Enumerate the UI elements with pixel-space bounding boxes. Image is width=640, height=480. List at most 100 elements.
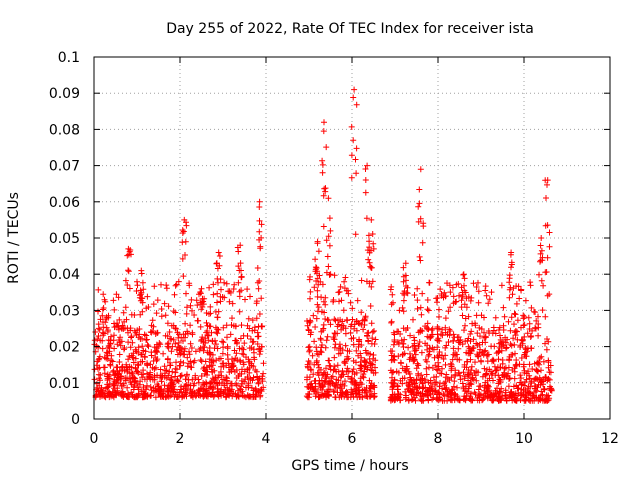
data-point: [322, 301, 329, 308]
data-point: [354, 297, 361, 304]
data-point: [372, 364, 378, 371]
data-point: [168, 348, 175, 355]
data-point: [317, 348, 324, 355]
data-point: [526, 389, 533, 396]
data-point: [536, 355, 543, 361]
data-point: [172, 309, 179, 316]
data-point: [214, 314, 221, 321]
data-point: [506, 376, 512, 382]
data-point: [512, 350, 518, 357]
data-point: [544, 254, 551, 261]
data-point: [508, 342, 515, 349]
data-point: [422, 340, 429, 347]
data-point: [317, 380, 323, 387]
data-point: [481, 329, 487, 336]
data-point: [547, 369, 554, 376]
data-point: [194, 390, 201, 397]
data-point: [475, 353, 482, 360]
data-point: [473, 312, 480, 319]
data-point: [182, 320, 189, 327]
data-point: [368, 264, 375, 271]
data-point: [417, 215, 424, 222]
data-point: [508, 249, 515, 256]
data-point: [200, 298, 207, 305]
data-point: [148, 352, 155, 359]
data-point: [326, 357, 333, 364]
data-point: [230, 286, 237, 292]
data-point: [341, 278, 348, 285]
data-point: [350, 366, 357, 373]
data-point: [423, 324, 430, 331]
data-point: [507, 341, 514, 348]
data-point: [246, 325, 253, 332]
data-point: [313, 265, 320, 271]
data-point: [523, 370, 530, 377]
data-point: [229, 315, 235, 322]
data-point: [161, 300, 168, 307]
data-point: [99, 345, 106, 352]
data-point: [158, 306, 165, 312]
data-point: [315, 372, 322, 379]
data-point: [464, 389, 471, 395]
data-point: [105, 327, 111, 334]
data-point: [311, 284, 318, 291]
data-point: [125, 245, 132, 252]
data-point: [449, 386, 456, 393]
data-point: [431, 354, 438, 361]
data-point: [465, 313, 472, 320]
data-point: [214, 388, 221, 395]
data-point: [440, 356, 447, 362]
data-point: [419, 385, 426, 392]
data-point: [214, 275, 221, 282]
data-point: [182, 376, 189, 383]
data-point: [233, 367, 240, 373]
data-point: [340, 322, 347, 329]
data-point: [228, 364, 235, 371]
data-point: [249, 317, 256, 324]
data-point: [450, 293, 457, 300]
data-point: [325, 233, 332, 240]
data-point: [145, 343, 152, 350]
data-point: [348, 335, 355, 342]
data-point: [258, 343, 265, 350]
data-point: [400, 264, 407, 271]
data-point: [415, 343, 422, 350]
data-point: [445, 339, 452, 345]
data-point: [344, 317, 351, 324]
data-point: [506, 272, 513, 279]
data-point: [532, 309, 539, 316]
data-point: [506, 279, 513, 286]
data-point: [211, 379, 218, 386]
data-point: [506, 294, 513, 301]
data-point: [330, 298, 337, 305]
data-point: [366, 238, 373, 245]
data-point: [135, 369, 142, 376]
data-point: [512, 328, 519, 334]
data-point: [544, 336, 550, 342]
data-point: [511, 341, 518, 348]
data-point: [256, 228, 263, 235]
data-point: [304, 318, 310, 324]
data-point: [321, 309, 328, 316]
data-point: [499, 360, 506, 367]
data-point: [401, 375, 408, 382]
data-point: [191, 380, 198, 387]
data-point: [197, 345, 204, 352]
data-point: [195, 376, 202, 383]
data-point: [407, 374, 414, 381]
data-point: [100, 324, 107, 331]
data-point: [401, 288, 408, 295]
data-point: [193, 297, 200, 304]
data-point: [387, 348, 394, 355]
data-point: [119, 390, 126, 397]
data-point: [256, 351, 263, 358]
data-point: [369, 278, 376, 285]
data-point: [157, 366, 164, 373]
data-point: [365, 329, 372, 336]
data-point: [215, 249, 222, 256]
data-point: [502, 345, 509, 352]
data-point: [465, 385, 472, 392]
data-point: [368, 392, 375, 398]
data-point: [539, 307, 546, 314]
data-point: [341, 285, 348, 292]
